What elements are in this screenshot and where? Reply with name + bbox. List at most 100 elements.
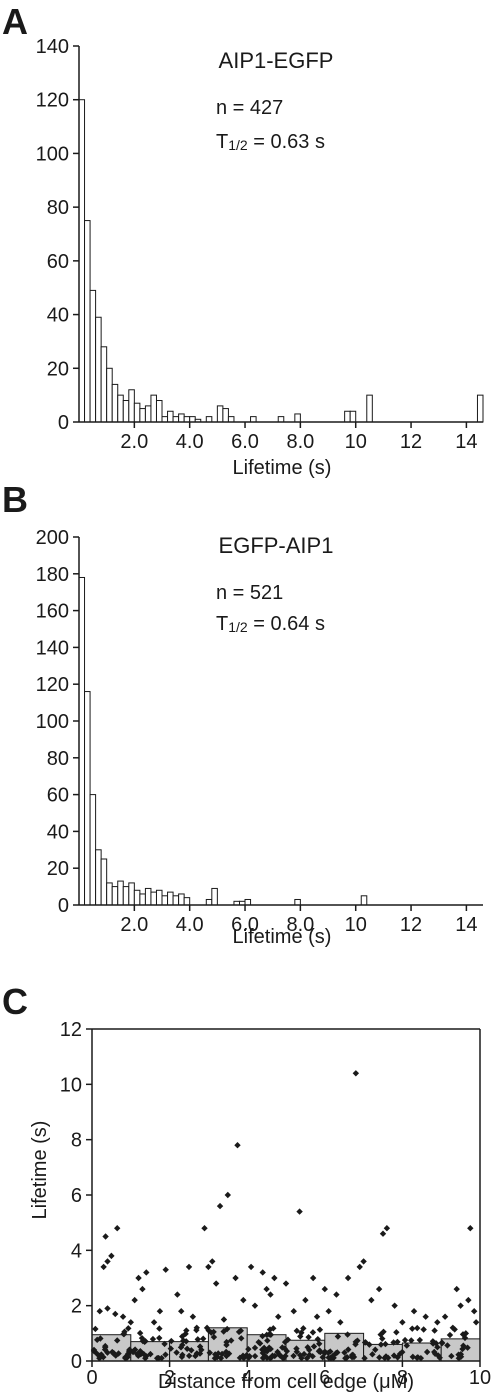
- panel-c-point: [267, 1345, 274, 1353]
- panel-b-bar: [89, 794, 97, 906]
- panel-a-bar: [128, 389, 135, 423]
- panel-c-point: [93, 1350, 100, 1357]
- panel-b-x-tick-label: 6.0: [231, 914, 259, 936]
- panel-c-point: [383, 1225, 391, 1232]
- panel-c-point: [178, 1308, 185, 1315]
- panel-c-point: [465, 1296, 472, 1304]
- panel-a-bar: [78, 99, 86, 423]
- panel-a-y-tick-label: 140: [36, 36, 69, 58]
- panel-c-point: [203, 1324, 211, 1332]
- panel-c-point: [227, 1337, 235, 1344]
- panel-b-bar: [155, 889, 163, 906]
- panel-c-point: [198, 1346, 205, 1354]
- panel-c-point: [196, 1350, 204, 1357]
- panel-c-point: [199, 1335, 207, 1342]
- panel-c-point: [141, 1338, 148, 1346]
- panel-a-bar: [366, 394, 373, 423]
- panel-c-y-tick-label: 2: [71, 1296, 82, 1318]
- panel-c-point: [282, 1280, 290, 1287]
- panel-c-point: [114, 1337, 121, 1344]
- panel-a-bar: [167, 410, 174, 423]
- panel-c-point: [296, 1208, 303, 1215]
- panel-c-y-axis-title: Lifetime (s): [29, 1121, 51, 1220]
- panel-c-point: [167, 1345, 175, 1352]
- panel-c-point: [205, 1327, 212, 1334]
- panel-c-point: [112, 1310, 119, 1318]
- panel-b-y-tick-label: 20: [47, 858, 69, 880]
- panel-a-x-tick-label: 2.0: [120, 431, 148, 453]
- panel-b-n-stat: n = 521: [216, 582, 283, 604]
- panel-c-point: [390, 1352, 398, 1359]
- panel-a-bar: [117, 394, 124, 423]
- panel-c-point: [396, 1350, 404, 1358]
- panel-c-point: [156, 1325, 163, 1332]
- panel-c-point: [309, 1353, 316, 1360]
- panel-c-point: [96, 1354, 103, 1362]
- panel-c-point: [309, 1329, 317, 1336]
- panel-b-x-tick-label: 14: [455, 914, 477, 936]
- panel-c-point: [251, 1344, 259, 1352]
- panel-b-bar: [144, 887, 152, 906]
- panel-c-point: [110, 1350, 117, 1357]
- panel-a-bar: [205, 416, 213, 423]
- panel-c-point: [102, 1344, 109, 1351]
- panel-b-bar: [106, 882, 113, 906]
- panel-c-point: [119, 1313, 127, 1320]
- panel-a-bar: [122, 400, 130, 423]
- panel-c-point: [337, 1319, 344, 1326]
- panel-a-bar: [84, 220, 91, 423]
- panel-a-bar: [216, 405, 224, 423]
- panel-c-point: [223, 1338, 230, 1346]
- panel-c-point: [382, 1353, 390, 1360]
- panel-b-bars: [78, 576, 368, 906]
- panel-b-y-tick-label: 40: [47, 821, 69, 843]
- panel-c-point: [467, 1225, 474, 1232]
- panel-c-point: [390, 1339, 397, 1346]
- panel-c-point: [403, 1342, 410, 1349]
- panel-c-point: [102, 1233, 109, 1240]
- panel-c-point: [300, 1350, 308, 1358]
- panel-c-point: [210, 1328, 217, 1336]
- panel-a-bar: [227, 416, 235, 423]
- panel-c-y-tick-label: 6: [71, 1185, 82, 1207]
- panel-c-point: [410, 1308, 418, 1315]
- panel-c-point: [431, 1327, 438, 1334]
- panel-b-bar: [244, 898, 252, 906]
- panel-c-point: [316, 1347, 323, 1354]
- panel-a-label: A: [2, 1, 28, 42]
- panel-c-point: [251, 1352, 259, 1360]
- panel-c-scatter: C 0 2 4 6 8 10 12 0 2 4 6 8 10 Distance from cell ed…: [2, 981, 491, 1393]
- panel-c-point: [349, 1351, 357, 1359]
- panel-c-x-tick-label: 4: [242, 1367, 253, 1389]
- panel-c-point: [420, 1326, 427, 1333]
- panel-c-point: [150, 1319, 158, 1326]
- panel-a-x-tick-label: 8.0: [286, 431, 314, 453]
- panel-a-bar: [250, 416, 257, 423]
- panel-b-bar: [150, 891, 157, 906]
- panel-c-point: [352, 1338, 359, 1346]
- panel-c-point: [161, 1340, 168, 1348]
- panel-c-point: [305, 1333, 312, 1341]
- panel-c-point: [417, 1354, 425, 1362]
- panel-c-point: [162, 1351, 169, 1358]
- panel-c-point: [125, 1325, 132, 1332]
- panel-a-bar: [144, 405, 152, 423]
- panel-a-bar: [106, 367, 113, 423]
- panel-b-x-tick-label: 4.0: [176, 914, 204, 936]
- panel-c-point: [276, 1351, 283, 1358]
- panel-c-point: [316, 1340, 323, 1347]
- panel-c-point: [136, 1329, 144, 1337]
- panel-a-y-tick-label: 20: [47, 358, 69, 380]
- panel-b-label: B: [2, 479, 28, 520]
- panel-c-point: [290, 1352, 297, 1360]
- panel-c-point: [193, 1324, 200, 1331]
- panel-c-point: [344, 1331, 351, 1338]
- panel-c-point: [120, 1330, 127, 1338]
- panel-c-points: [90, 1070, 480, 1362]
- panel-c-point: [284, 1336, 292, 1343]
- panel-a-bar: [294, 413, 301, 423]
- panel-c-point: [104, 1258, 111, 1265]
- panel-b-x-tick-label: 8.0: [286, 914, 314, 936]
- panel-c-point: [382, 1340, 389, 1348]
